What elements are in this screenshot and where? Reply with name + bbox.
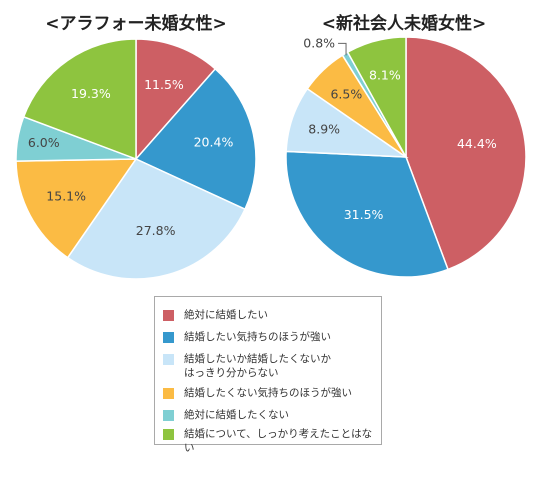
legend-item: 結婚したくない気持ちのほうが強い xyxy=(163,386,352,400)
pie-slice xyxy=(285,150,449,278)
slice-value-label: 31.5% xyxy=(344,207,384,222)
slice-value-label: 20.4% xyxy=(194,135,234,150)
legend-item: 結婚したい気持ちのほうが強い xyxy=(163,330,331,344)
pie-slice xyxy=(405,36,527,271)
slice-value-label: 0.8% xyxy=(303,35,335,50)
slice-value-label: 15.1% xyxy=(46,188,86,203)
slice-value-label: 19.3% xyxy=(71,86,111,101)
chart-title-right: <新社会人未婚女性> xyxy=(321,14,487,34)
legend-label: 絶対に結婚したい xyxy=(184,309,268,321)
slice-value-label: 6.0% xyxy=(28,135,60,150)
legend-swatch xyxy=(163,388,174,399)
legend-swatch xyxy=(163,354,174,365)
chart-title-left: <アラフォー未婚女性> xyxy=(45,14,227,34)
legend-swatch xyxy=(163,310,174,321)
slice-value-label: 6.5% xyxy=(330,86,362,101)
legend-label: 結婚したい気持ちのほうが強い xyxy=(184,331,331,343)
legend-label: 絶対に結婚したくない xyxy=(184,409,289,421)
pie-slice xyxy=(135,38,217,161)
legend-label: 結婚について、しっかり考えたことはない xyxy=(184,428,373,454)
pie-slice xyxy=(15,158,138,259)
legend-item: 結婚したいか結婚したくないか はっきり分からない xyxy=(163,352,331,380)
legend-swatch xyxy=(163,332,174,343)
slice-value-label: 8.1% xyxy=(369,68,401,83)
pie-slice xyxy=(22,38,137,161)
slice-value-label: 8.9% xyxy=(308,121,340,136)
pie-slice xyxy=(66,158,246,280)
slice-value-label: 44.4% xyxy=(457,136,497,151)
legend: 絶対に結婚したい 結婚したい気持ちのほうが強い 結婚したいか結婚したくないか は… xyxy=(154,296,382,454)
legend-item: 絶対に結婚したくない xyxy=(163,408,289,422)
slice-value-label: 11.5% xyxy=(144,77,184,92)
pie-chart-left: 11.5% 20.4% 27.8% 15.1% 6.0% 19.3% xyxy=(15,38,257,280)
pie-slice xyxy=(134,67,257,211)
legend-item: 絶対に結婚したい xyxy=(163,308,268,322)
legend-label: 結婚したくない気持ちのほうが強い xyxy=(184,387,352,399)
legend-swatch xyxy=(163,429,174,440)
legend-label: 結婚したいか結婚したくないか はっきり分からない xyxy=(184,353,331,379)
legend-swatch xyxy=(163,410,174,421)
pie-slice xyxy=(346,36,407,160)
slice-value-label: 27.8% xyxy=(136,223,176,238)
legend-item: 結婚について、しっかり考えたことはない xyxy=(163,427,381,455)
leader-line xyxy=(338,42,347,56)
pie-chart-right: 44.4% 31.5% 8.9% 6.5% 0.8% 8.1% xyxy=(285,35,527,278)
